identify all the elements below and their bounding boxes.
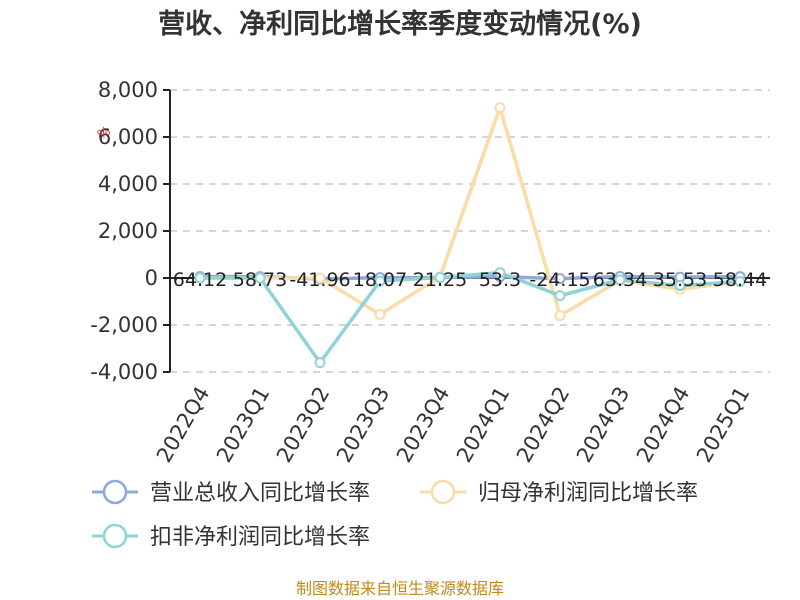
x-tick-label: 2024Q4 bbox=[632, 383, 694, 467]
data-point bbox=[494, 102, 506, 114]
data-label: 58.73 bbox=[233, 269, 287, 291]
data-point bbox=[314, 272, 326, 284]
data-label: 53.3 bbox=[479, 269, 521, 291]
data-point bbox=[614, 274, 626, 286]
data-label: 64.12 bbox=[173, 269, 227, 291]
data-label: 58.44 bbox=[713, 269, 767, 291]
gridlines bbox=[170, 89, 770, 373]
data-label: 63.34 bbox=[593, 269, 647, 291]
chart-title: 营收、净利同比增长率季度变动情况(%) bbox=[158, 8, 642, 40]
x-tick-label: 2023Q3 bbox=[332, 383, 394, 467]
y-tick-label: -2,000 bbox=[90, 313, 158, 337]
data-point bbox=[554, 273, 566, 285]
data-point bbox=[434, 272, 446, 284]
x-tick-label: 2023Q2 bbox=[272, 383, 334, 467]
series-layer bbox=[194, 102, 746, 369]
data-point bbox=[494, 267, 506, 279]
data-label: -24.15 bbox=[529, 269, 590, 291]
data-point bbox=[374, 308, 386, 320]
data-label: 18.07 bbox=[353, 269, 407, 291]
x-tick-label: 2023Q1 bbox=[212, 383, 274, 467]
data-label: -41.96 bbox=[289, 269, 350, 291]
data-label: 21.25 bbox=[413, 269, 467, 291]
x-tick-label: 2024Q1 bbox=[452, 383, 514, 467]
legend-swatch-marker bbox=[102, 479, 128, 505]
x-tick-label: 2024Q2 bbox=[512, 383, 574, 467]
x-tick-label: 2024Q3 bbox=[572, 383, 634, 467]
legend-label: 扣非净利润同比增长率 bbox=[150, 525, 370, 550]
y-tick-label: -4,000 bbox=[90, 360, 158, 384]
y-tick-label: 4,000 bbox=[98, 172, 158, 196]
data-point bbox=[374, 275, 386, 287]
data-label: 35.53 bbox=[653, 269, 707, 291]
y-tick-label: 0 bbox=[145, 266, 158, 290]
x-tick-label: 2023Q4 bbox=[392, 383, 454, 467]
legend-item: 营业总收入同比增长率 bbox=[92, 479, 370, 506]
data-point bbox=[554, 290, 566, 302]
legend-swatch-marker bbox=[102, 523, 128, 549]
y-tick-label: 6,000 bbox=[98, 125, 158, 149]
data-point bbox=[554, 310, 566, 322]
x-tick-label: 2025Q1 bbox=[692, 383, 754, 467]
series-line bbox=[200, 105, 741, 318]
source-note: 制图数据来自恒生聚源数据库 bbox=[296, 579, 504, 598]
data-point bbox=[734, 276, 746, 288]
data-point bbox=[194, 272, 206, 284]
data-point bbox=[314, 357, 326, 369]
y-tick-label: 2,000 bbox=[98, 219, 158, 243]
legend-item: 归母净利润同比增长率 bbox=[420, 479, 698, 506]
data-point bbox=[254, 272, 266, 284]
data-labels: 64.12 58.73 -41.96 18.07 21.25 53.3 -24.15 63.3… bbox=[173, 269, 767, 291]
data-point bbox=[674, 280, 686, 292]
series-line bbox=[200, 270, 741, 365]
x-tick-label: 2022Q4 bbox=[152, 383, 214, 467]
y-tick-label: 8,000 bbox=[98, 78, 158, 102]
legend-swatch-marker bbox=[430, 479, 456, 505]
legend-label: 归母净利润同比增长率 bbox=[478, 481, 698, 506]
legend-label: 营业总收入同比增长率 bbox=[150, 481, 370, 506]
legend-item: 扣非净利润同比增长率 bbox=[92, 523, 370, 550]
